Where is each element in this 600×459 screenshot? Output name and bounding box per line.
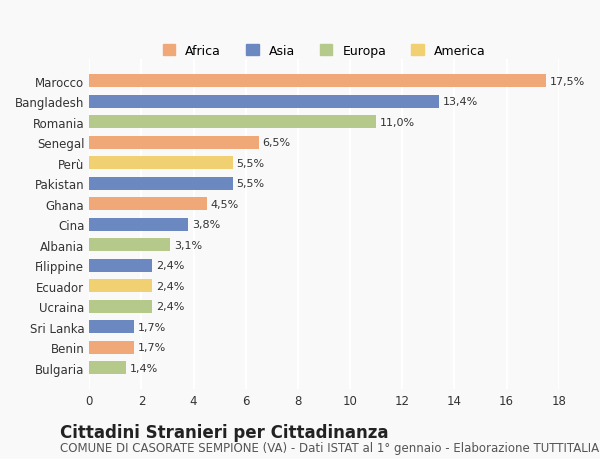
Text: 5,5%: 5,5%	[236, 179, 265, 189]
Text: 3,1%: 3,1%	[174, 240, 202, 250]
Bar	[89, 75, 546, 88]
Text: 17,5%: 17,5%	[550, 77, 585, 87]
Text: 1,4%: 1,4%	[130, 363, 158, 373]
Text: 1,7%: 1,7%	[137, 322, 166, 332]
Legend: Africa, Asia, Europa, America: Africa, Asia, Europa, America	[158, 40, 490, 63]
Bar	[89, 361, 126, 375]
Bar	[89, 177, 233, 190]
Text: 2,4%: 2,4%	[156, 261, 184, 271]
Bar	[89, 116, 376, 129]
Bar	[89, 198, 206, 211]
Bar	[89, 320, 134, 334]
Text: 2,4%: 2,4%	[156, 302, 184, 312]
Text: 11,0%: 11,0%	[380, 118, 415, 128]
Bar	[89, 218, 188, 231]
Bar	[89, 280, 152, 293]
Text: 3,8%: 3,8%	[192, 220, 221, 230]
Bar	[89, 136, 259, 150]
Bar	[89, 95, 439, 109]
Text: 4,5%: 4,5%	[211, 199, 239, 209]
Text: 6,5%: 6,5%	[263, 138, 291, 148]
Text: 5,5%: 5,5%	[236, 158, 265, 168]
Text: 2,4%: 2,4%	[156, 281, 184, 291]
Text: 13,4%: 13,4%	[443, 97, 478, 107]
Text: Cittadini Stranieri per Cittadinanza: Cittadini Stranieri per Cittadinanza	[60, 423, 389, 441]
Text: 1,7%: 1,7%	[137, 342, 166, 353]
Text: COMUNE DI CASORATE SEMPIONE (VA) - Dati ISTAT al 1° gennaio - Elaborazione TUTTI: COMUNE DI CASORATE SEMPIONE (VA) - Dati …	[60, 442, 600, 454]
Bar	[89, 300, 152, 313]
Bar	[89, 341, 134, 354]
Bar	[89, 157, 233, 170]
Bar	[89, 259, 152, 272]
Bar	[89, 239, 170, 252]
